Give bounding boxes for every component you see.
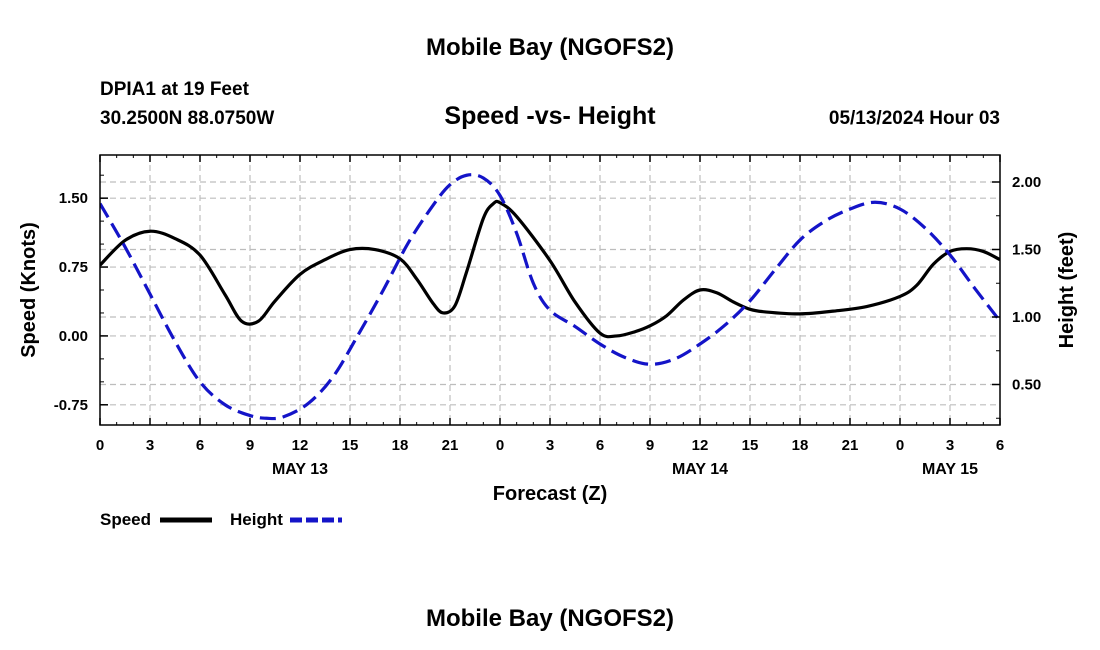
series — [100, 173, 1000, 421]
x-tick-label: 15 — [742, 437, 759, 454]
x-axis-label: Forecast (Z) — [493, 483, 607, 505]
date-label: 05/13/2024 Hour 03 — [829, 108, 1000, 129]
y-axis-label: Speed (Knots) — [18, 222, 40, 358]
y-tick-label: -0.75 — [54, 397, 88, 414]
chart-title: Speed -vs- Height — [444, 102, 656, 130]
y2-tick-label: 1.00 — [1012, 309, 1041, 326]
y-tick-label: 0.75 — [59, 259, 88, 276]
footer-title: Mobile Bay (NGOFS2) — [426, 605, 674, 632]
legend: Speed Height — [100, 510, 342, 529]
coordinates-label: 30.2500N 88.0750W — [100, 108, 274, 129]
y-tick-label: 0.00 — [59, 328, 88, 345]
y2-tick-label: 0.50 — [1012, 377, 1041, 394]
x-tick-label: 0 — [96, 437, 104, 454]
legend-height-label: Height — [230, 510, 283, 529]
grid — [100, 155, 1000, 425]
legend-speed-label: Speed — [100, 510, 151, 529]
page-title: Mobile Bay (NGOFS2) — [426, 34, 674, 61]
x-tick-label: 18 — [392, 437, 409, 454]
x-tick-label: 9 — [246, 437, 254, 454]
y2-axis-label: Height (feet) — [1056, 232, 1078, 349]
x-tick-label: 3 — [146, 437, 154, 454]
x-tick-label: 6 — [596, 437, 604, 454]
x-tick-label: 21 — [442, 437, 459, 454]
y-tick-label: 1.50 — [59, 190, 88, 207]
x-tick-label: 3 — [946, 437, 954, 454]
date-tick-label: MAY 15 — [922, 461, 978, 478]
x-tick-label: 12 — [692, 437, 709, 454]
x-tick-label: 0 — [896, 437, 904, 454]
speed-series-line — [100, 199, 1000, 339]
x-tick-label: 6 — [196, 437, 204, 454]
x-tick-label: 18 — [792, 437, 809, 454]
height-series-line — [100, 173, 1000, 421]
station-label: DPIA1 at 19 Feet — [100, 79, 250, 100]
y2-tick-label: 2.00 — [1012, 174, 1041, 191]
x-tick-label: 15 — [342, 437, 359, 454]
x-tick-label: 6 — [996, 437, 1004, 454]
x-tick-label: 21 — [842, 437, 859, 454]
date-tick-label: MAY 13 — [272, 461, 328, 478]
x-tick-label: 12 — [292, 437, 309, 454]
x-tick-label: 3 — [546, 437, 554, 454]
x-tick-label: 9 — [646, 437, 654, 454]
ticks: 0 3 6 9 12 15 18 21 0 3 6 9 12 15 18 21 0 3 6 MAY 13 MAY 14 M… — [54, 155, 1041, 478]
x-tick-label: 0 — [496, 437, 504, 454]
date-tick-label: MAY 14 — [672, 461, 728, 478]
y2-tick-label: 1.50 — [1012, 242, 1041, 259]
